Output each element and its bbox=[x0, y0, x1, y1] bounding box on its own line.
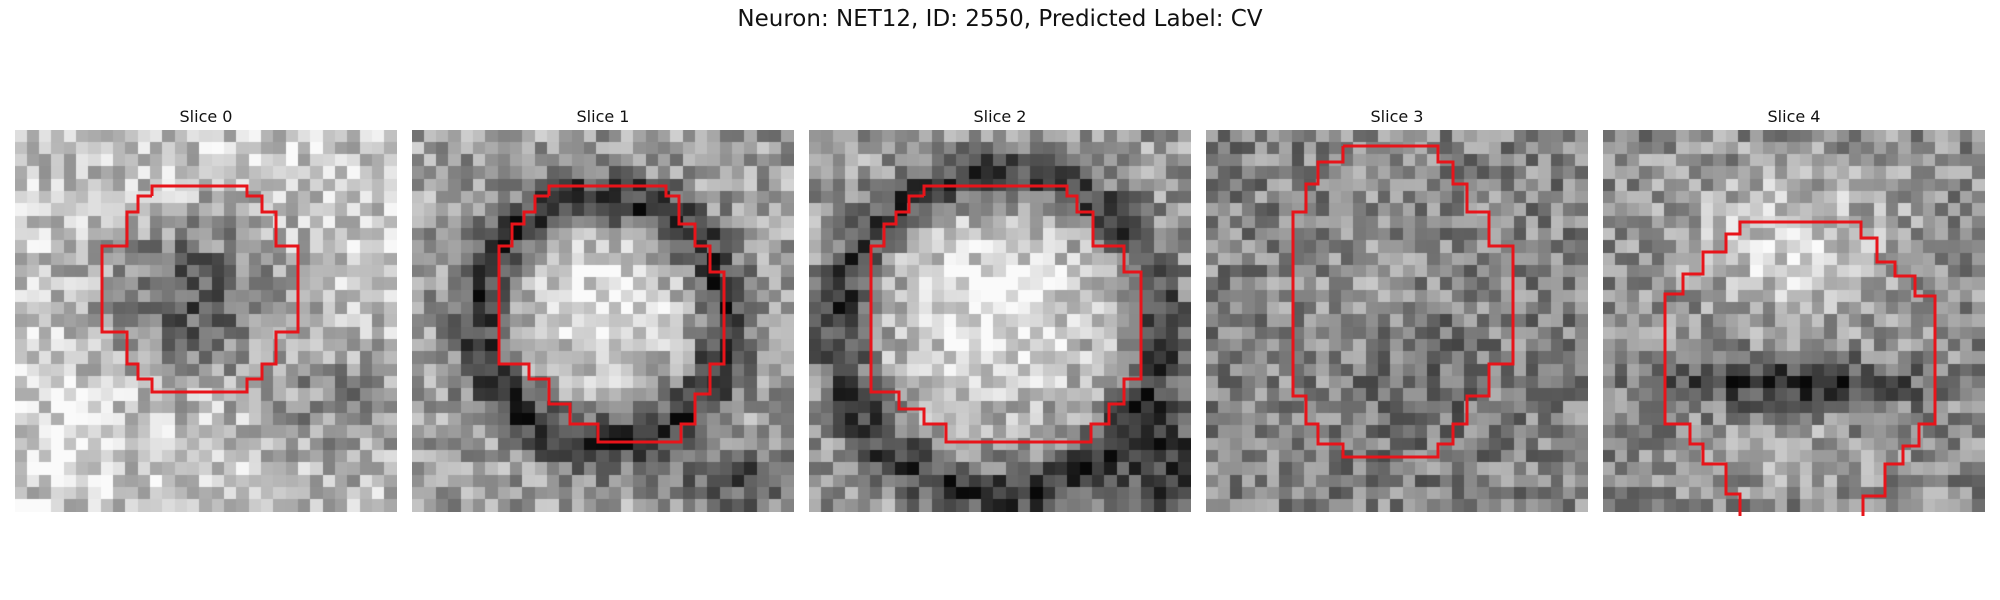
slice-panel-0: Slice 0 bbox=[15, 104, 397, 512]
slice-title-3: Slice 3 bbox=[1370, 107, 1424, 126]
slice-panel-4: Slice 4 bbox=[1603, 104, 1985, 516]
slice-title-2: Slice 2 bbox=[973, 107, 1027, 126]
slice-title-4: Slice 4 bbox=[1767, 107, 1821, 126]
slice-image-1 bbox=[412, 130, 794, 512]
slice-title-1: Slice 1 bbox=[576, 107, 630, 126]
slice-image-3 bbox=[1206, 130, 1588, 512]
slice-image-4 bbox=[1603, 130, 1985, 512]
figure-title: Neuron: NET12, ID: 2550, Predicted Label… bbox=[737, 6, 1263, 32]
slice-panel-2: Slice 2 bbox=[809, 104, 1191, 512]
slice-panel-1: Slice 1 bbox=[412, 104, 794, 512]
slice-image-2 bbox=[809, 130, 1191, 512]
slice-image-0 bbox=[15, 130, 397, 512]
slice-panel-3: Slice 3 bbox=[1206, 104, 1588, 512]
slice-title-0: Slice 0 bbox=[179, 107, 233, 126]
